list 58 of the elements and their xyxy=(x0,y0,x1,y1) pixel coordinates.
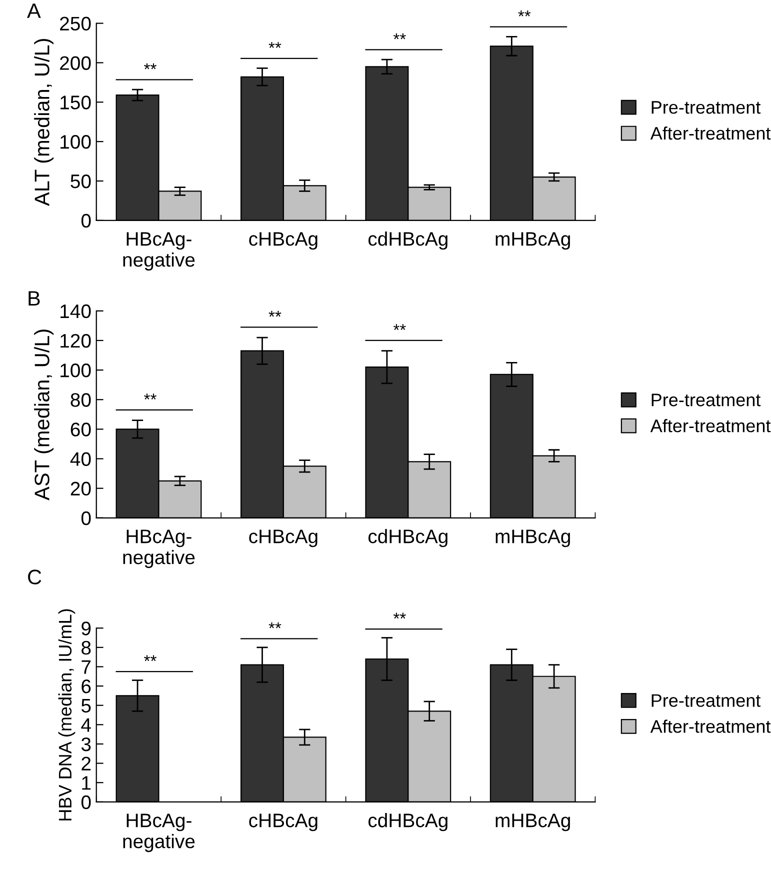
y-tick-label: 100 xyxy=(60,364,91,378)
x-tick-label: cHBcAg xyxy=(249,530,318,548)
text: B xyxy=(28,291,40,306)
x-tick-label: mHBcAg xyxy=(496,232,570,250)
text: A xyxy=(27,4,41,18)
x-tick-label: cdHBcAg xyxy=(368,232,448,250)
text: ** xyxy=(518,10,531,16)
annotation: ** xyxy=(144,655,156,662)
annotation: ** xyxy=(393,324,406,330)
y-tick-label: 9 xyxy=(82,622,91,636)
y-tick-label: 150 xyxy=(60,96,91,110)
y-axis-title: HBV DNA (median, IU/mL) xyxy=(58,609,76,820)
legend-label: Pre-treatment xyxy=(652,694,761,707)
annotation: ** xyxy=(268,310,282,317)
y-axis-title: AST (median, U/L) xyxy=(34,330,54,500)
annotation: ** xyxy=(268,622,282,628)
y-tick-label: 120 xyxy=(60,334,91,348)
x-tick-label: cdHBcAg xyxy=(368,529,448,548)
y-tick-label: 4 xyxy=(81,718,91,732)
y-tick-label: 8 xyxy=(82,640,91,655)
y-tick-label: 20 xyxy=(70,482,91,496)
legend-label: After-treatment xyxy=(650,419,771,432)
legend-label: After-treatment xyxy=(650,126,771,140)
y-tick-label: 5 xyxy=(81,699,91,713)
y-tick-label: 60 xyxy=(70,422,91,436)
y-tick-label: 1 xyxy=(82,776,91,790)
y-tick-label: 140 xyxy=(60,304,91,318)
annotation: ** xyxy=(393,33,406,40)
y-tick-label: 0 xyxy=(81,511,91,526)
x-tick-label: cHBcAg xyxy=(249,814,318,832)
legend-label: Pre-treatment xyxy=(652,101,761,114)
y-tick-label: 200 xyxy=(60,56,91,70)
y-tick-label: 3 xyxy=(81,737,91,752)
y-tick-label: 80 xyxy=(70,393,91,407)
y-axis-title: ALT (median, U/L) xyxy=(34,38,54,206)
text: ** xyxy=(393,612,406,619)
annotation: ** xyxy=(268,42,282,48)
x-tick-label: HBcAg- negative xyxy=(123,232,195,271)
y-tick-label: 50 xyxy=(70,174,91,188)
x-tick-label: HBcAg- negative xyxy=(123,814,195,852)
x-tick-label: mHBcAg xyxy=(496,814,570,832)
x-tick-label: cdHBcAg xyxy=(368,813,448,832)
x-tick-label: cHBcAg xyxy=(249,232,318,250)
y-tick-label: 100 xyxy=(60,135,91,149)
annotation: ** xyxy=(144,394,156,400)
legend-label: Pre-treatment xyxy=(652,394,761,406)
y-tick-label: 40 xyxy=(70,452,91,466)
y-tick-label: 2 xyxy=(82,756,91,770)
y-tick-label: 250 xyxy=(60,16,91,31)
y-tick-label: 7 xyxy=(82,660,91,674)
x-tick-label: HBcAg- negative xyxy=(123,530,195,568)
y-tick-label: 0 xyxy=(81,214,91,228)
annotation: ** xyxy=(144,63,156,70)
x-tick-label: mHBcAg xyxy=(496,530,570,548)
y-tick-label: 6 xyxy=(82,680,91,694)
legend-label: After-treatment xyxy=(650,720,771,733)
text: C xyxy=(28,570,42,584)
y-tick-label: 0 xyxy=(81,795,91,810)
